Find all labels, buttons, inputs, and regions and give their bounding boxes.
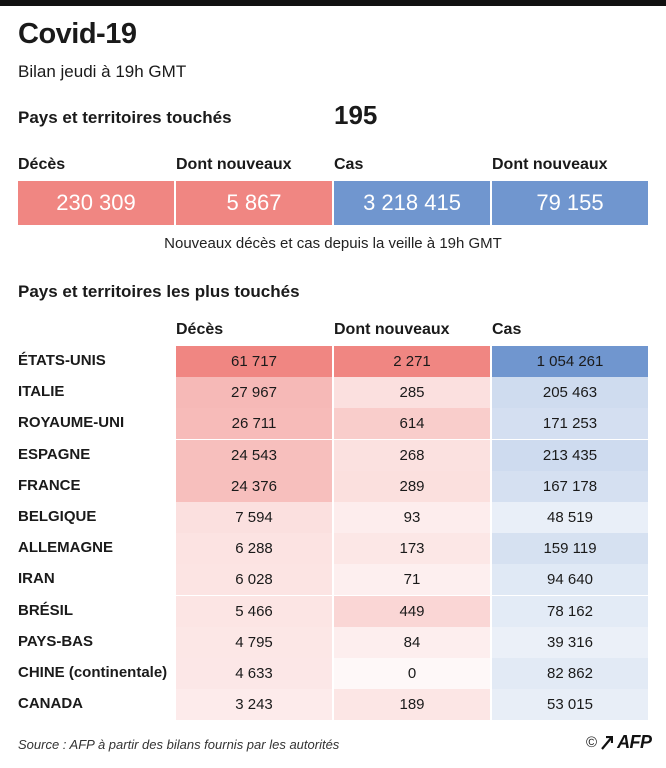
table-title: Pays et territoires les plus touchés: [18, 282, 300, 301]
cell-deaths: 4 795: [176, 626, 332, 658]
summary-deaths-label: Décès: [18, 156, 66, 173]
source-note: Source : AFP à partir des bilans fournis…: [18, 737, 340, 752]
cell-new-deaths: 449: [334, 595, 490, 627]
copyright-symbol: ©: [586, 734, 598, 751]
cell-new-deaths: 189: [334, 689, 490, 721]
table-row: CANADA 3 243 189 53 015: [0, 689, 666, 721]
summary-cases-label: Cas: [334, 156, 364, 173]
cell-deaths: 7 594: [176, 502, 332, 533]
country-name: FRANCE: [18, 476, 81, 494]
table-row: IRAN 6 028 71 94 640: [0, 564, 666, 596]
afp-arrow-icon: [601, 735, 614, 750]
cell-deaths: 4 633: [176, 658, 332, 689]
summary-new-deaths-value: 5 867: [176, 181, 332, 225]
country-name: BELGIQUE: [18, 508, 97, 525]
cell-deaths: 6 028: [176, 564, 332, 596]
table-row: PAYS-BAS 4 795 84 39 316: [0, 626, 666, 658]
cell-deaths: 3 243: [176, 689, 332, 721]
cell-cases: 171 253: [492, 408, 648, 440]
cell-deaths: 61 717: [176, 346, 332, 377]
summary-deaths-value: 230 309: [18, 181, 174, 225]
afp-logo: © AFP: [586, 732, 652, 753]
cell-cases: 1 054 261: [492, 346, 648, 377]
top-rule: [0, 0, 666, 6]
table-row: ESPAGNE 24 543 268 213 435: [0, 439, 666, 471]
summary-cases-value: 3 218 415: [334, 181, 490, 225]
cell-deaths: 24 543: [176, 439, 332, 471]
cell-cases: 78 162: [492, 595, 648, 627]
affected-countries-value: 195: [334, 100, 378, 130]
cell-cases: 159 119: [492, 533, 648, 565]
table-row: CHINE (continentale) 4 633 0 82 862: [0, 658, 666, 689]
cell-cases: 94 640: [492, 564, 648, 596]
country-name: PAYS-BAS: [18, 632, 94, 650]
summary-new-cases-value: 79 155: [492, 181, 648, 225]
summary-new-deaths-label: Dont nouveaux: [176, 156, 292, 173]
page-title: Covid-19: [18, 18, 137, 50]
cell-cases: 167 178: [492, 470, 648, 502]
cell-cases: 39 316: [492, 626, 648, 658]
cell-new-deaths: 71: [334, 564, 490, 596]
cell-new-deaths: 0: [334, 658, 490, 689]
cell-cases: 82 862: [492, 658, 648, 689]
table-row: FRANCE 24 376 289 167 178: [0, 470, 666, 502]
cell-deaths: 5 466: [176, 595, 332, 627]
cell-new-deaths: 173: [334, 533, 490, 565]
country-name: ROYAUME-UNI: [18, 414, 125, 432]
cell-deaths: 24 376: [176, 470, 332, 502]
country-name: CHINE (continentale): [18, 664, 168, 681]
cell-new-deaths: 289: [334, 470, 490, 502]
affected-countries-label: Pays et territoires touchés: [18, 108, 232, 127]
cell-deaths: 6 288: [176, 533, 332, 565]
summary-note: Nouveaux décès et cas depuis la veille à…: [164, 235, 502, 252]
cell-new-deaths: 268: [334, 439, 490, 471]
cell-cases: 205 463: [492, 377, 648, 409]
column-header-cases: Cas: [492, 321, 522, 338]
summary-new-cases-label: Dont nouveaux: [492, 156, 608, 173]
cell-new-deaths: 84: [334, 626, 490, 658]
column-header-new-deaths: Dont nouveaux: [334, 321, 450, 338]
country-name: BRÉSIL: [18, 601, 74, 619]
table-row: ALLEMAGNE 6 288 173 159 119: [0, 533, 666, 565]
cell-deaths: 26 711: [176, 408, 332, 440]
table-row: ITALIE 27 967 285 205 463: [0, 377, 666, 409]
cell-new-deaths: 93: [334, 502, 490, 533]
page-subtitle: Bilan jeudi à 19h GMT: [18, 62, 187, 81]
country-name: ALLEMAGNE: [18, 539, 113, 557]
afp-wordmark: AFP: [617, 732, 652, 752]
cell-cases: 213 435: [492, 439, 648, 471]
table-row: ROYAUME-UNI 26 711 614 171 253: [0, 408, 666, 440]
country-name: ESPAGNE: [18, 445, 91, 463]
country-name: IRAN: [18, 570, 55, 588]
column-header-deaths: Décès: [176, 321, 224, 338]
cell-new-deaths: 285: [334, 377, 490, 409]
table-row: BRÉSIL 5 466 449 78 162: [0, 595, 666, 627]
cell-new-deaths: 2 271: [334, 346, 490, 377]
cell-cases: 53 015: [492, 689, 648, 721]
country-name: CANADA: [18, 695, 83, 713]
country-name: ITALIE: [18, 383, 65, 401]
cell-deaths: 27 967: [176, 377, 332, 409]
cell-new-deaths: 614: [334, 408, 490, 440]
cell-cases: 48 519: [492, 502, 648, 533]
table-row: BELGIQUE 7 594 93 48 519: [0, 502, 666, 533]
table-row: ÉTATS-UNIS 61 717 2 271 1 054 261: [0, 346, 666, 377]
country-name: ÉTATS-UNIS: [18, 352, 106, 369]
